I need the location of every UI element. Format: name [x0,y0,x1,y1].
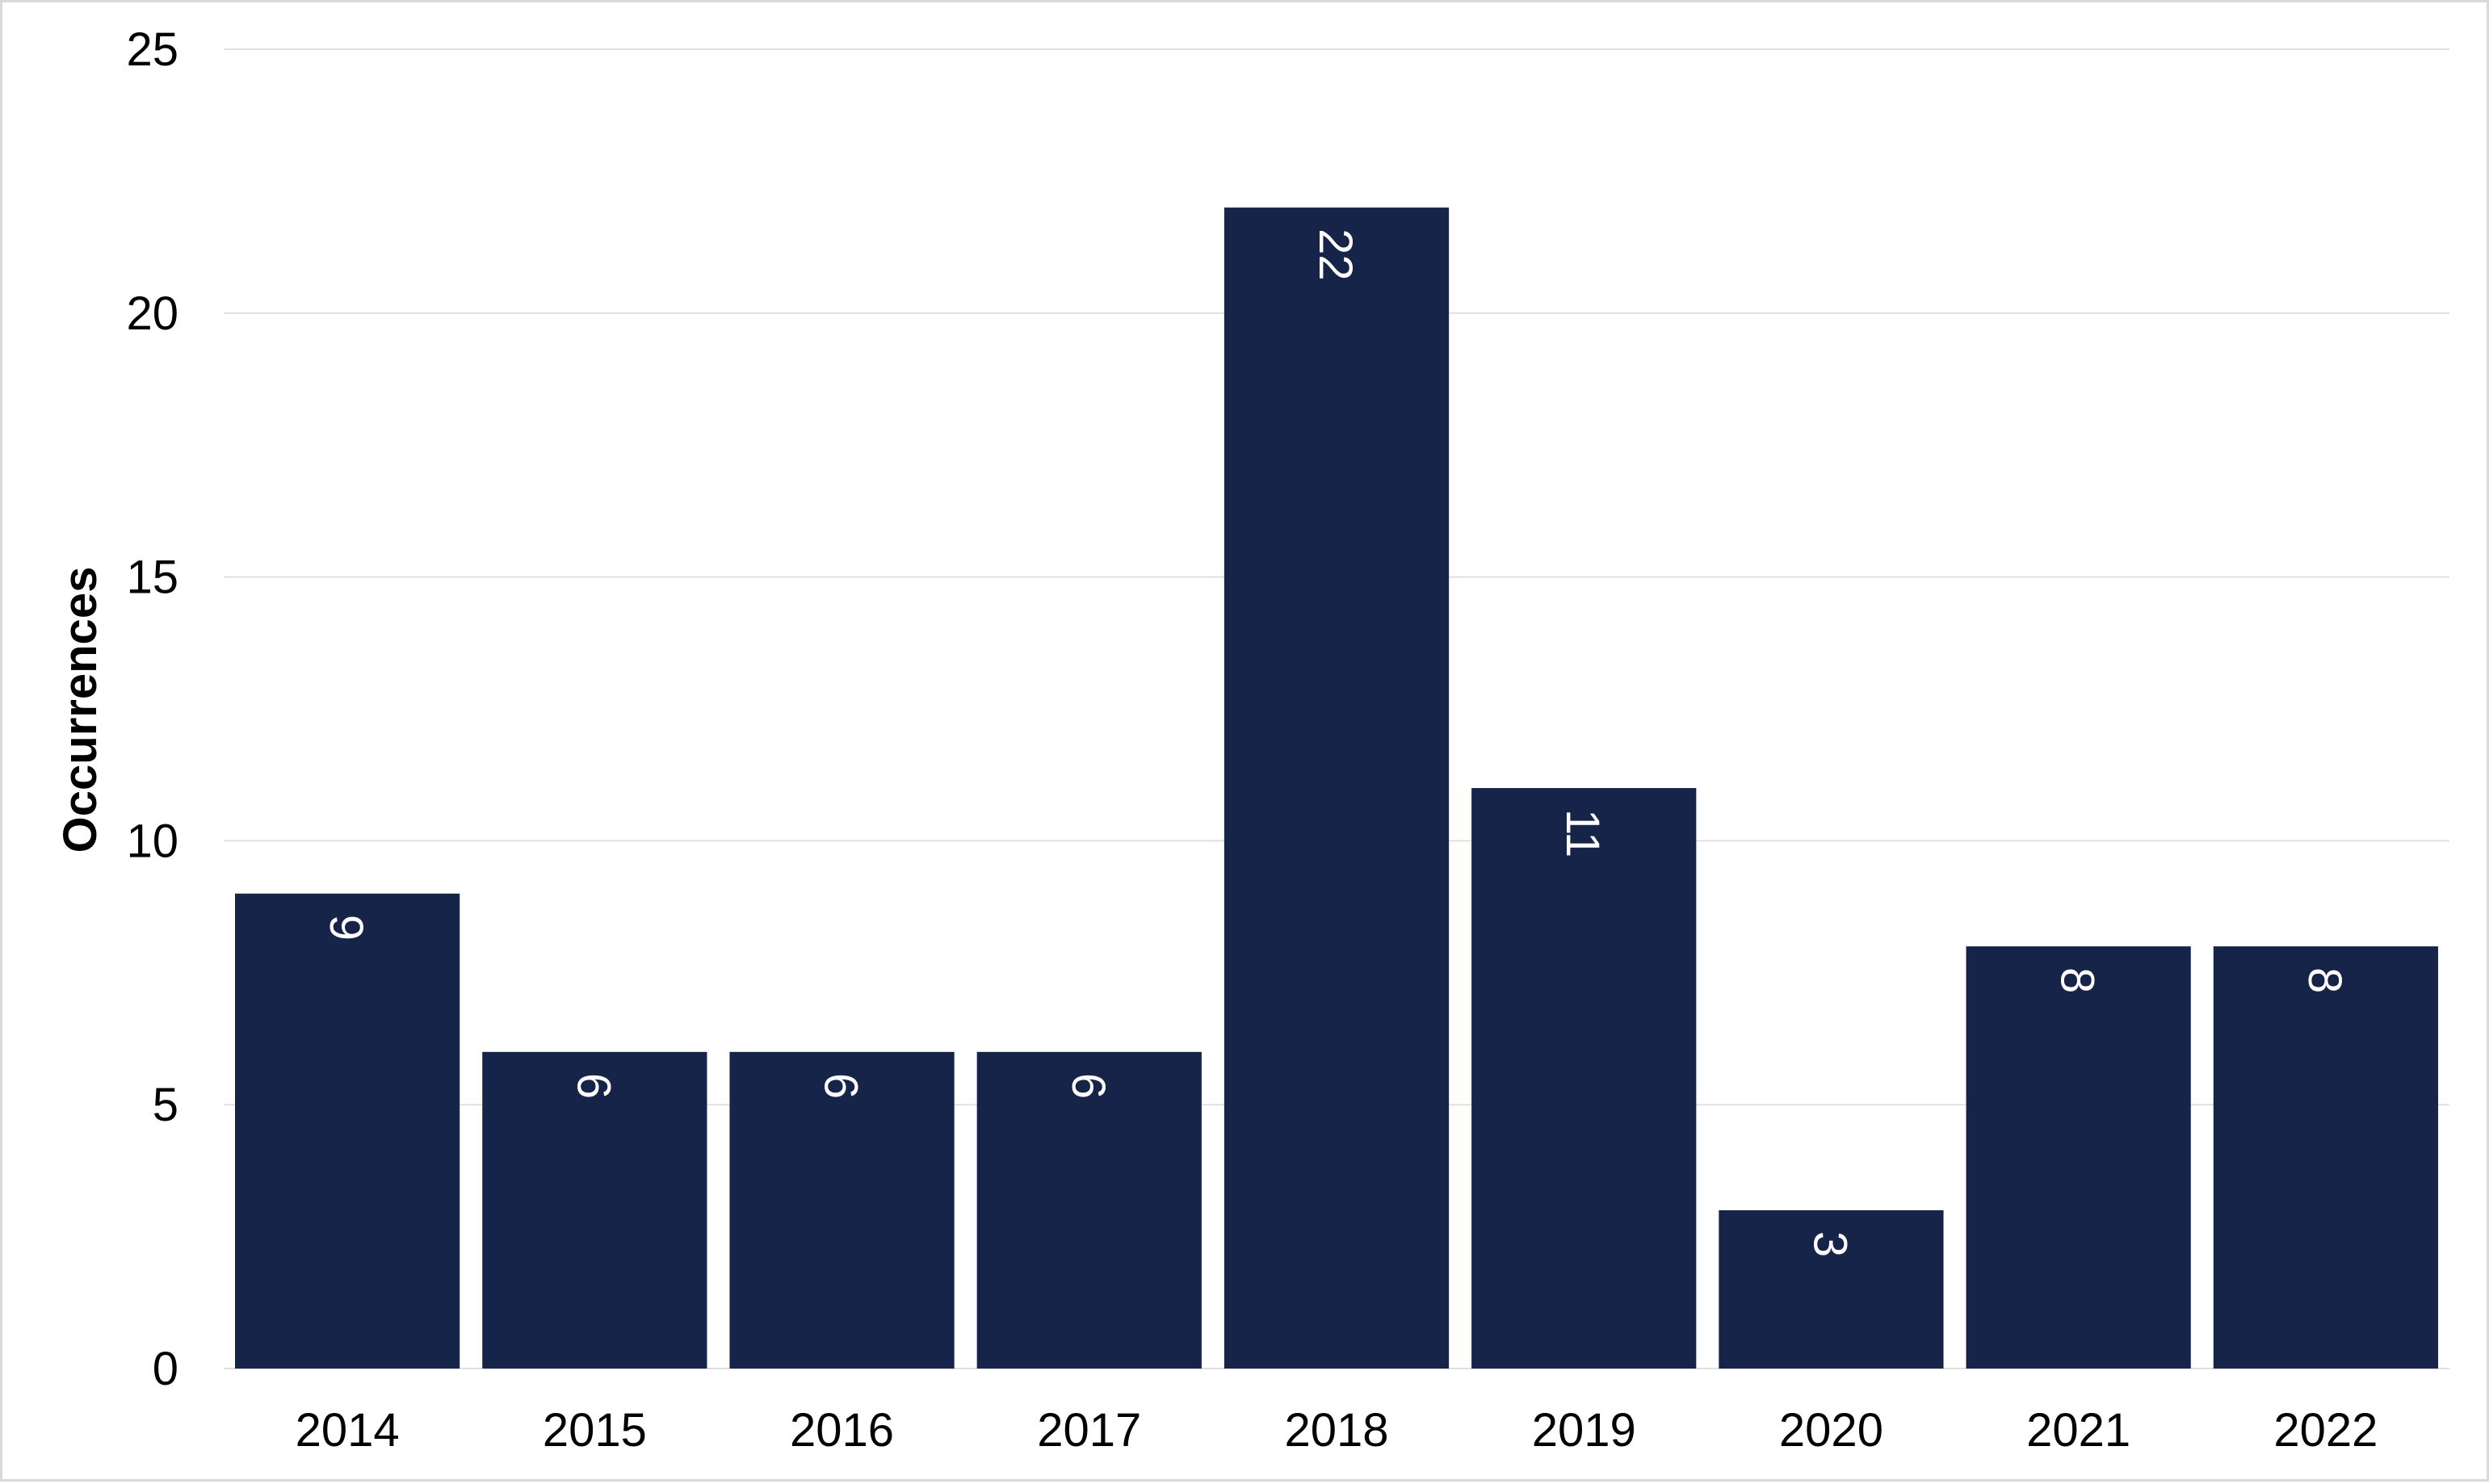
y-tick-label: 20 [126,287,178,340]
x-tick-label-2014: 2014 [296,1404,400,1457]
y-tick-label: 25 [126,23,178,76]
data-label-2020: 3 [1803,1231,1856,1257]
x-tick-label-2016: 2016 [790,1404,894,1457]
y-axis-title: Occurrences [54,567,107,853]
y-axis-ticks: 0 5 10 15 20 25 [126,23,178,1395]
bar-2022 [2213,946,2438,1369]
data-label-2017: 6 [1062,1073,1114,1099]
bar-2015 [482,1051,707,1369]
bar-2017 [976,1051,1202,1369]
bar-2016 [729,1051,955,1369]
data-label-2014: 9 [320,915,372,941]
x-tick-label-2020: 2020 [1779,1404,1883,1457]
data-labels: 9 6 6 6 22 11 3 8 8 [320,228,2351,1257]
y-tick-label: 5 [153,1079,178,1131]
y-tick-label: 10 [126,815,178,867]
bars [235,208,2438,1369]
bar-2021 [1966,946,2191,1369]
x-axis-ticks: 2014 2015 2016 2017 2018 2019 2020 2021 2022 [296,1404,2378,1457]
bar-2018 [1224,208,1450,1369]
data-label-2016: 6 [815,1073,867,1099]
data-label-2021: 8 [2051,967,2104,993]
x-tick-label-2019: 2019 [1532,1404,1636,1457]
x-tick-label-2018: 2018 [1284,1404,1388,1457]
bar-2019 [1471,788,1697,1369]
x-tick-label-2021: 2021 [2026,1404,2130,1457]
y-tick-label: 0 [153,1343,178,1395]
y-tick-label: 15 [126,551,178,604]
data-label-2018: 22 [1309,228,1362,281]
x-tick-label-2017: 2017 [1037,1404,1141,1457]
data-label-2015: 6 [567,1073,619,1099]
bar-2014 [235,893,460,1369]
data-label-2022: 8 [2298,967,2351,993]
x-tick-label-2022: 2022 [2273,1404,2378,1457]
x-tick-label-2015: 2015 [543,1404,647,1457]
data-label-2019: 11 [1556,809,1609,857]
bar-2020 [1719,1209,1944,1369]
